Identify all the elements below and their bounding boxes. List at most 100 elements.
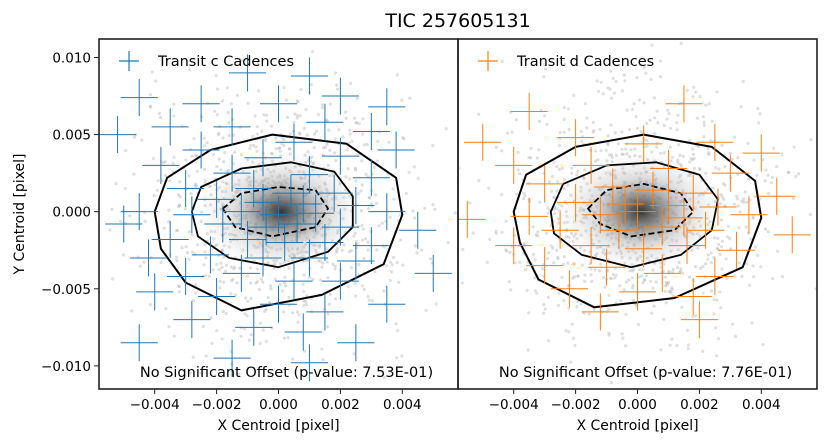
background-point [593,391,596,394]
background-point [570,322,575,326]
cadence-point [557,183,595,221]
background-point [775,249,780,253]
background-point [701,291,705,295]
background-point [535,291,539,295]
background-point [311,277,315,282]
background-point [349,249,354,253]
background-point [168,179,172,183]
background-point [583,102,587,106]
background-point [717,242,721,247]
background-point [527,156,531,160]
background-point [743,190,747,194]
background-point [585,116,589,120]
background-point [620,89,625,93]
background-point [361,117,365,121]
background-point [171,161,175,165]
background-point [543,307,547,311]
background-point [174,255,178,259]
background-point [388,278,392,283]
background-point [797,172,801,176]
y-axis-label: Y Centroid [pixel] [12,153,28,275]
background-point [616,142,621,146]
background-point [508,250,512,255]
cadence-point [495,227,533,265]
background-point [177,290,182,294]
background-point [655,145,659,149]
background-point [592,23,595,26]
background-point [605,5,608,8]
background-point [624,344,628,348]
background-point [591,120,595,124]
background-point [297,131,301,135]
background-point [571,262,575,266]
background-point [712,298,716,302]
background-point [257,89,261,93]
background-point [637,275,641,279]
background-point [221,309,225,314]
background-point [328,292,332,296]
offset-annotation: No Significant Offset (p-value: 7.76E-01… [499,365,792,381]
background-point [404,191,408,196]
background-point [720,245,724,249]
cadence-point [458,200,486,238]
background-point [692,85,696,89]
background-point [601,92,605,96]
background-point [295,99,299,103]
background-point [769,181,773,185]
background-point [664,301,668,305]
legend-label: Transit c Cadences [157,54,294,70]
background-point [606,86,610,90]
background-point [609,380,613,385]
background-point [549,244,554,248]
background-point [226,111,230,115]
background-point [529,146,533,151]
background-point [316,113,320,117]
background-point [740,199,744,203]
background-point [199,371,203,375]
background-point [389,260,393,264]
background-point [669,126,673,130]
background-point [695,116,699,120]
background-point [694,90,698,94]
background-point [232,265,237,269]
background-point [231,133,235,137]
cadence-point [495,146,533,184]
background-point [321,358,325,362]
background-point [327,302,331,306]
background-point [663,284,668,288]
background-point [706,253,710,257]
cadence-point [275,262,313,300]
background-point [665,283,670,287]
background-point [243,312,247,316]
background-point [431,203,435,207]
cadence-point [213,339,251,377]
background-point [686,347,690,351]
background-point [211,268,215,272]
x-tick-label: −0.004 [489,397,539,413]
background-point [509,288,513,292]
background-point [668,289,672,293]
background-point [645,144,649,148]
background-point [567,330,571,334]
background-point [791,196,796,201]
background-point [477,178,481,183]
background-point [552,196,556,200]
background-point [655,109,659,113]
background-point [268,284,273,288]
background-point [360,183,364,187]
background-point [555,165,559,169]
background-point [611,272,615,277]
background-point [251,134,255,139]
background-point [761,342,765,347]
background-point [360,159,364,163]
background-point [218,286,222,290]
cadence-point [129,239,168,277]
background-point [362,287,366,292]
background-point [167,208,171,212]
background-point [335,83,339,87]
background-point [518,260,522,264]
background-point [230,279,234,283]
background-point [706,147,710,151]
background-point [238,266,242,270]
background-point [522,197,526,201]
